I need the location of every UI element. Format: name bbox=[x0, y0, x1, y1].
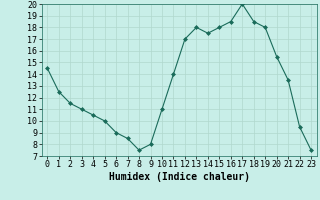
X-axis label: Humidex (Indice chaleur): Humidex (Indice chaleur) bbox=[109, 172, 250, 182]
